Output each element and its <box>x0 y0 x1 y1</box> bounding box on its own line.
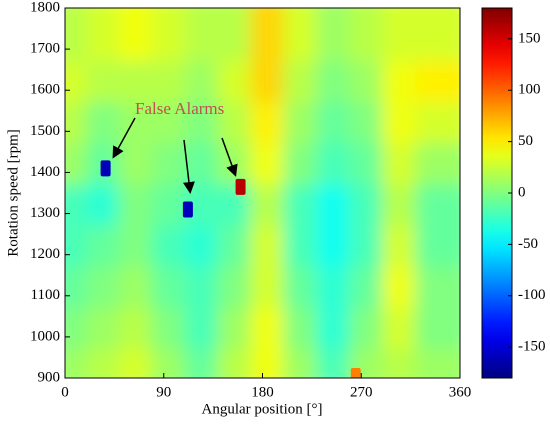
heatmap <box>65 8 460 378</box>
colorbar <box>481 7 513 379</box>
x-tick-label: 270 <box>350 384 373 400</box>
y-tick-label: 1700 <box>30 41 60 57</box>
y-tick-label: 900 <box>38 369 61 385</box>
y-tick-label: 1200 <box>30 246 60 262</box>
x-tick-label: 90 <box>156 384 171 400</box>
hotspots <box>100 160 361 378</box>
annotation: False Alarms <box>135 99 224 118</box>
colorbar-tick-label: -100 <box>518 287 546 303</box>
y-tick-label: 1300 <box>30 205 60 221</box>
y-tick-label: 1000 <box>30 328 60 344</box>
heatmap-cell <box>415 8 460 62</box>
x-axis-label: Angular position [°] <box>202 401 323 417</box>
y-tick-label: 1500 <box>30 123 60 139</box>
x-tick-label: 180 <box>251 384 274 400</box>
x-tick-label: 0 <box>61 384 69 400</box>
hotspot <box>182 201 193 218</box>
y-tick-label: 1400 <box>30 164 60 180</box>
colorbar-tick-label: 50 <box>518 133 533 149</box>
y-axis-label: Rotation speed [rpm] <box>5 129 21 256</box>
hotspot <box>100 160 111 177</box>
hotspot <box>235 178 246 195</box>
annotation-arrows <box>112 117 238 194</box>
colorbar-tick-label: 100 <box>518 82 541 98</box>
colorbar-tick-label: 0 <box>518 184 526 200</box>
x-tick-label: 360 <box>449 384 472 400</box>
colorbar-tick-label: 150 <box>518 30 541 46</box>
hotspot <box>350 367 361 378</box>
y-tick-label: 1600 <box>30 82 60 98</box>
colorbar-tick-label: -150 <box>518 339 546 355</box>
colorbar-tick-label: -50 <box>518 236 538 252</box>
y-tick-label: 1100 <box>31 287 60 303</box>
y-tick-label: 1800 <box>30 0 60 15</box>
